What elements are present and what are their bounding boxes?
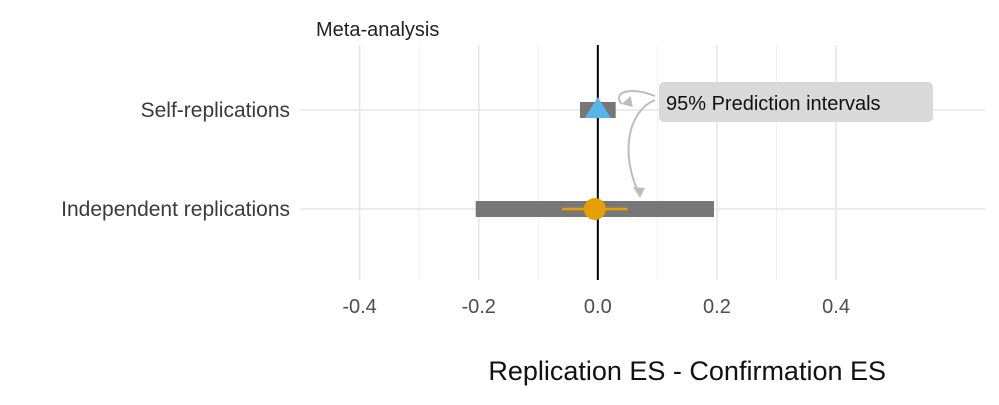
x-tick-label-2: 0.0 xyxy=(584,296,612,318)
annotation-arrow-self xyxy=(618,89,656,105)
x-axis-tick-labels: -0.4 -0.2 0.0 0.2 0.4 xyxy=(342,296,850,318)
y-label-1: Independent replications xyxy=(61,198,290,221)
grid-lines xyxy=(300,45,985,280)
estimates xyxy=(562,97,628,220)
chart-title: Meta-analysis xyxy=(316,19,439,41)
annotation-arrow-independent xyxy=(627,99,656,197)
x-tick-label-4: 0.4 xyxy=(822,296,850,318)
x-tick-label-0: -0.4 xyxy=(342,296,376,318)
y-label-0: Self-replications xyxy=(141,99,290,122)
arrowhead-self xyxy=(621,96,633,107)
annotation-box xyxy=(659,82,933,122)
y-axis-labels: Self-replications Independent replication… xyxy=(61,99,290,221)
x-tick-label-3: 0.2 xyxy=(703,296,731,318)
x-axis-title: Replication ES - Confirmation ES xyxy=(488,356,886,386)
estimate-marker-1 xyxy=(583,198,606,220)
x-tick-label-1: -0.2 xyxy=(461,296,495,318)
estimate-marker-0 xyxy=(584,97,611,118)
annotation: 95% Prediction intervals xyxy=(618,82,933,198)
annotation-label: 95% Prediction intervals xyxy=(666,93,881,115)
arrowhead-independent xyxy=(633,187,645,198)
